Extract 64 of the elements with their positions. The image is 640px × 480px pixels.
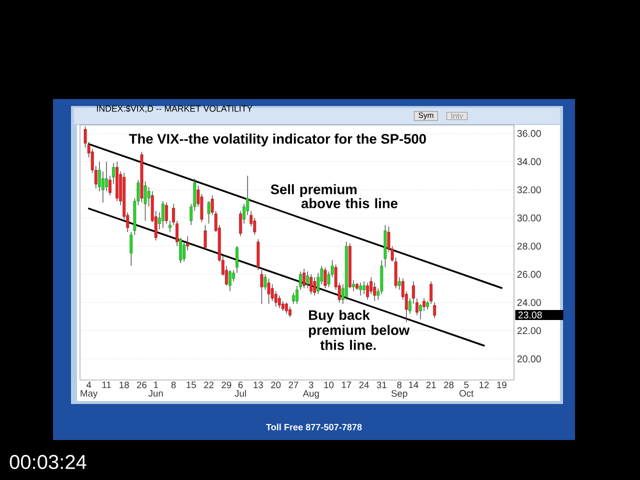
x-tick-label: 18 bbox=[120, 382, 129, 388]
candlestick bbox=[182, 242, 186, 262]
x-tick-label: 10 bbox=[324, 382, 334, 388]
candlestick bbox=[324, 266, 327, 289]
y-tick-label: 26.00 bbox=[517, 270, 541, 278]
x-tick-label: 13 bbox=[254, 382, 263, 388]
candlestick bbox=[260, 270, 264, 304]
text: Toll Free 877-507-7878 bbox=[266, 424, 362, 430]
candlestick bbox=[433, 302, 436, 318]
candlestick bbox=[228, 270, 232, 292]
candlestick bbox=[288, 306, 292, 318]
text: 00:03:24 bbox=[10, 454, 86, 470]
candlestick bbox=[204, 224, 207, 250]
candlestick bbox=[352, 280, 355, 292]
x-tick-label: 5 Oct bbox=[460, 382, 474, 397]
x-tick-label: 17 bbox=[342, 382, 352, 388]
x-tick-label: 28 bbox=[444, 382, 454, 388]
x-tick-label: 6 Jul bbox=[234, 382, 246, 397]
chart-title: INDEX:$VIX,D -- MARKET VOLATILITY bbox=[97, 105, 252, 113]
x-tick-label: 1 Jun bbox=[148, 382, 163, 397]
candlestick bbox=[161, 200, 164, 228]
y-tick-label: 34.00 bbox=[517, 158, 541, 166]
x-tick-label: 26 bbox=[137, 382, 147, 388]
x-tick-label: 27 bbox=[288, 382, 298, 388]
x-tick-label: 24 bbox=[359, 382, 369, 388]
y-tick-label: 20.00 bbox=[517, 355, 541, 362]
y-tick-label: 28.00 bbox=[517, 242, 541, 250]
annotation: Sell premium above this line bbox=[270, 184, 398, 208]
text: 23.08 bbox=[518, 312, 542, 318]
candlestick bbox=[302, 268, 306, 289]
candlestick bbox=[362, 281, 366, 294]
x-tick-label: 22 bbox=[204, 382, 214, 388]
y-tick-label: 30.00 bbox=[517, 214, 541, 222]
candlestick bbox=[359, 282, 362, 296]
x-tick-label: 12 bbox=[480, 382, 489, 388]
y-tick-label: 32.00 bbox=[517, 186, 541, 194]
y-tick-label: 36.00 bbox=[517, 130, 541, 137]
candlestick bbox=[278, 295, 281, 309]
candlestick bbox=[267, 278, 270, 304]
x-tick-label: 8 bbox=[171, 382, 176, 388]
candlestick bbox=[281, 300, 284, 312]
y-tick-label: 24.00 bbox=[517, 299, 541, 306]
annotation: Buy back premium below this line. bbox=[309, 310, 410, 350]
candlestick bbox=[284, 302, 288, 314]
x-tick-label: 29 bbox=[222, 382, 232, 388]
x-tick-label: 31 bbox=[376, 382, 386, 388]
candlestick bbox=[310, 274, 313, 294]
x-tick-label: 14 bbox=[408, 382, 418, 388]
x-tick-label: 15 bbox=[186, 382, 196, 388]
x-tick-label: 19 bbox=[497, 382, 506, 388]
candlestick bbox=[313, 276, 316, 296]
candlestick bbox=[398, 276, 401, 290]
y-tick-label: 22.00 bbox=[517, 327, 541, 334]
annotation: The VIX--the volatility indicator for the SP-500 bbox=[129, 134, 426, 146]
x-tick-label: 3 Aug bbox=[302, 382, 319, 399]
candlestick bbox=[292, 292, 295, 304]
x-tick-label: 21 bbox=[426, 382, 436, 388]
x-tick-label: 8 Sep bbox=[391, 382, 408, 399]
x-tick-label: 11 bbox=[102, 382, 111, 388]
x-tick-label: 20 bbox=[271, 382, 281, 388]
candlestick bbox=[306, 271, 310, 289]
x-tick-label: 4 May bbox=[80, 382, 98, 398]
candlestick bbox=[104, 161, 108, 192]
candlestick bbox=[164, 202, 168, 224]
